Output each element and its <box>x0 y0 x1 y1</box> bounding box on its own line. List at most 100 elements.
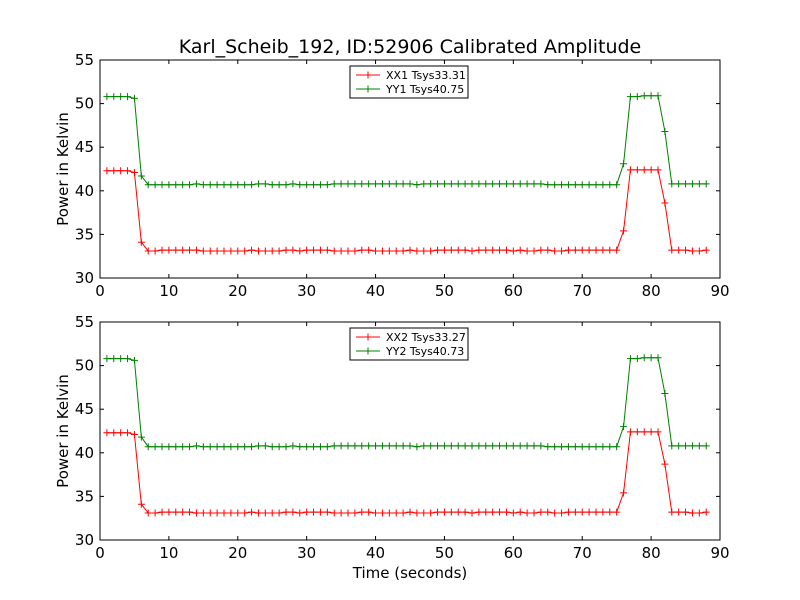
data-point <box>675 180 683 188</box>
data-point <box>282 443 290 451</box>
data-point <box>420 509 428 517</box>
data-point <box>372 442 380 450</box>
data-point <box>234 443 242 451</box>
legend-label: XX1 Tsys33.31 <box>386 69 466 82</box>
data-point <box>592 246 600 254</box>
x-tick-label: 20 <box>228 544 247 562</box>
data-point <box>509 180 517 188</box>
data-point <box>144 247 152 255</box>
data-point <box>137 172 145 180</box>
data-point <box>454 508 462 516</box>
data-point <box>626 93 634 101</box>
data-point <box>447 246 455 254</box>
data-point <box>613 443 621 451</box>
data-point <box>220 247 228 255</box>
x-tick-label: 60 <box>504 282 523 300</box>
data-point <box>220 181 228 189</box>
data-point <box>523 509 531 517</box>
data-point <box>592 181 600 189</box>
data-point <box>268 509 276 517</box>
data-point <box>626 428 634 436</box>
data-point <box>440 442 448 450</box>
data-point <box>220 443 228 451</box>
legend-marker <box>364 71 372 79</box>
data-point <box>158 181 166 189</box>
data-point <box>544 443 552 451</box>
data-point <box>248 181 256 189</box>
data-point <box>344 509 352 517</box>
x-tick-label: 90 <box>710 282 729 300</box>
axes-frame <box>99 321 721 541</box>
data-point <box>530 247 538 255</box>
data-point <box>668 442 676 450</box>
data-point <box>261 247 269 255</box>
data-point <box>509 247 517 255</box>
data-point <box>475 508 483 516</box>
data-point <box>516 442 524 450</box>
data-point <box>702 442 710 450</box>
x-tick-label: 50 <box>435 544 454 562</box>
data-point <box>447 180 455 188</box>
data-point <box>599 181 607 189</box>
data-point <box>633 93 641 101</box>
data-point <box>316 443 324 451</box>
data-point <box>310 181 318 189</box>
x-tick-label: 60 <box>504 544 523 562</box>
data-point <box>316 181 324 189</box>
data-point <box>186 443 194 451</box>
legend-label: YY2 Tsys40.73 <box>385 345 464 358</box>
data-point <box>509 509 517 517</box>
data-point <box>378 442 386 450</box>
data-point <box>427 509 435 517</box>
data-point <box>702 508 710 516</box>
data-point <box>688 442 696 450</box>
y-tick-label: 45 <box>75 138 94 156</box>
data-point <box>675 246 683 254</box>
data-point <box>241 181 249 189</box>
data-point <box>310 443 318 451</box>
data-point <box>496 508 504 516</box>
data-point <box>165 181 173 189</box>
data-point <box>496 442 504 450</box>
data-point <box>682 508 690 516</box>
x-tick-label: 40 <box>366 544 385 562</box>
data-point <box>103 167 111 175</box>
data-point <box>537 180 545 188</box>
data-point <box>254 442 262 450</box>
data-point <box>447 442 455 450</box>
data-point <box>124 355 132 363</box>
data-point <box>420 247 428 255</box>
data-point <box>110 93 118 101</box>
data-point <box>158 246 166 254</box>
data-point <box>406 180 414 188</box>
data-point <box>668 180 676 188</box>
data-point <box>620 423 628 431</box>
data-point <box>151 247 159 255</box>
y-tick-label: 35 <box>75 225 94 243</box>
data-point <box>130 430 138 438</box>
data-point <box>585 246 593 254</box>
data-point <box>365 508 373 516</box>
data-point <box>489 246 497 254</box>
data-point <box>261 180 269 188</box>
data-point <box>289 246 297 254</box>
data-point <box>537 442 545 450</box>
y-tick-label: 30 <box>75 531 94 549</box>
data-point <box>571 181 579 189</box>
data-point <box>434 508 442 516</box>
data-point <box>261 509 269 517</box>
data-point <box>461 442 469 450</box>
data-point <box>268 443 276 451</box>
data-point <box>206 247 214 255</box>
data-point <box>399 247 407 255</box>
data-point <box>399 180 407 188</box>
data-point <box>206 443 214 451</box>
data-point <box>172 246 180 254</box>
data-point <box>544 181 552 189</box>
x-tick-label: 70 <box>573 282 592 300</box>
y-tick-label: 50 <box>75 95 94 113</box>
data-point <box>296 443 304 451</box>
data-point <box>482 180 490 188</box>
data-point <box>682 180 690 188</box>
data-point <box>275 181 283 189</box>
